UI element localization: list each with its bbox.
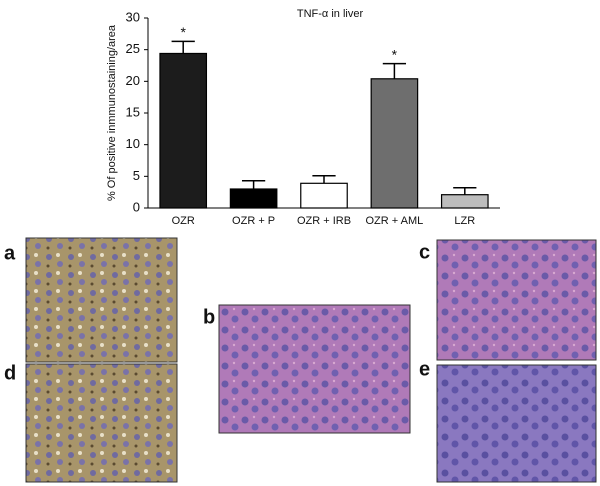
x-tick-label: LZR: [454, 215, 475, 227]
micrograph: [25, 363, 178, 483]
panel-label: d: [4, 362, 16, 384]
panel-label: b: [203, 306, 215, 328]
x-tick-label: OZR: [172, 215, 195, 227]
panel-label: e: [419, 358, 430, 380]
y-tick-label: 5: [133, 168, 140, 183]
micrograph: [436, 364, 597, 483]
bar: [229, 188, 278, 209]
x-tick-label: OZR + IRB: [297, 215, 351, 227]
micrograph: [436, 239, 597, 361]
panel-label: a: [4, 242, 16, 264]
bar: [300, 182, 348, 209]
y-tick-label: 25: [126, 41, 140, 56]
bar: [370, 78, 419, 209]
micrograph: [218, 304, 411, 434]
bar: [159, 52, 208, 209]
y-tick-label: 20: [126, 73, 140, 88]
significance-mark: *: [392, 46, 398, 62]
panel-label: c: [419, 241, 430, 263]
y-tick-label: 0: [133, 199, 140, 214]
significance-mark: *: [180, 24, 186, 40]
y-axis-label: % Of positive inmmunostaining/area: [106, 24, 118, 201]
y-tick-label: 10: [126, 136, 140, 151]
x-tick-label: OZR + AML: [366, 215, 424, 227]
chart-title: TNF-α in liver: [297, 8, 364, 20]
y-tick-label: 15: [126, 104, 140, 119]
micrograph: [25, 237, 178, 363]
x-tick-label: OZR + P: [232, 215, 275, 227]
y-tick-label: 30: [126, 9, 140, 24]
bar: [440, 194, 489, 209]
